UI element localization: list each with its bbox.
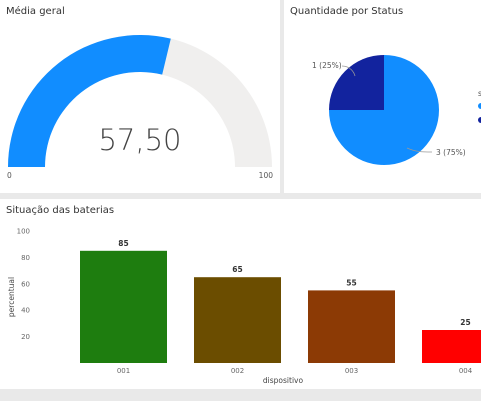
- x-tick-label: 001: [117, 367, 130, 375]
- y-axis-title: percentual: [7, 277, 16, 317]
- bar-value-label: 25: [460, 318, 470, 327]
- pie-card: Quantidade por Status 1 (25%) 3 (75%) s: [284, 0, 481, 193]
- pie-slice-label-secondary: 1 (25%): [312, 61, 342, 70]
- pie-title: Quantidade por Status: [290, 6, 404, 17]
- pie-slice-1[interactable]: [329, 55, 384, 110]
- x-tick-label: 004: [459, 367, 473, 375]
- bar-004[interactable]: [422, 330, 481, 363]
- x-tick-label: 002: [231, 367, 244, 375]
- bar-chart: 20 40 60 80 100 85 001 65 002 55 003 25 004 percent…: [7, 228, 481, 385]
- x-tick-label: 003: [345, 367, 358, 375]
- y-tick-label: 60: [21, 280, 30, 288]
- gauge-chart: 57,50 0 100: [7, 35, 274, 180]
- gauge-max-label: 100: [259, 171, 274, 180]
- y-tick-label: 80: [21, 254, 30, 262]
- gauge-fill: [8, 35, 171, 167]
- gauge-value: 57,50: [98, 123, 181, 157]
- pie-leader-line-2: [341, 65, 356, 77]
- bar-value-label: 85: [118, 239, 128, 248]
- x-axis-title: dispositivo: [263, 376, 304, 385]
- gauge-min-label: 0: [7, 171, 12, 180]
- bar-002[interactable]: [194, 277, 281, 363]
- pie-leader-line-1: [406, 147, 433, 153]
- bar-003[interactable]: [308, 290, 395, 363]
- bar-value-label: 55: [346, 278, 356, 287]
- pie-slice-label-primary: 3 (75%): [436, 148, 466, 157]
- legend-marker-primary: [478, 103, 481, 109]
- bar-value-label: 65: [232, 265, 242, 274]
- pie-chart: 1 (25%) 3 (75%) s: [312, 55, 481, 165]
- legend-marker-secondary: [478, 117, 481, 123]
- y-tick-label: 100: [17, 228, 30, 236]
- bar-title: Situação das baterias: [6, 205, 115, 216]
- bar-card: Situação das baterias 20 40 60 80 100 85 001 6…: [0, 199, 481, 389]
- y-tick-label: 20: [21, 333, 30, 341]
- gauge-title: Média geral: [6, 6, 65, 17]
- y-tick-label: 40: [21, 307, 30, 315]
- legend-title: s: [478, 89, 481, 98]
- gauge-card: Média geral 57,50 0 100: [0, 0, 280, 193]
- bar-001[interactable]: [80, 250, 167, 363]
